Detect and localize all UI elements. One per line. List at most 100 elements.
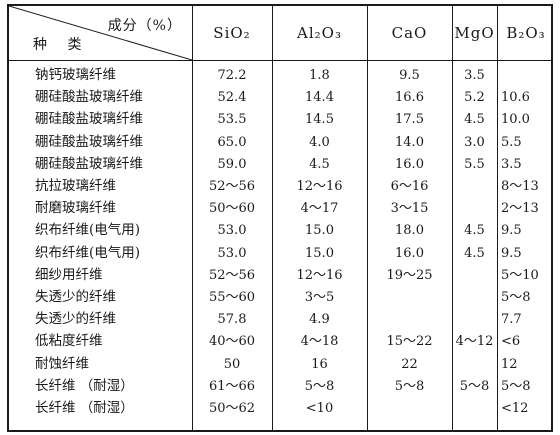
b2o3-value: 8～13 bbox=[501, 179, 539, 194]
fiber-type: 钠钙玻璃纤维 bbox=[35, 67, 116, 83]
cao-value: 9.5 bbox=[399, 68, 420, 83]
fiber-type: 抗拉玻璃纤维 bbox=[35, 178, 116, 194]
sio2-value: 50～62 bbox=[208, 401, 256, 416]
mgo-value bbox=[452, 199, 497, 219]
sio2-value: 55～60 bbox=[208, 290, 256, 305]
table-row: 织布纤维(电气用) 53.0 15.0 16.0 4.5 9.5 bbox=[9, 244, 551, 264]
al2o3-value: <10 bbox=[305, 401, 334, 416]
sio2-value: 50～60 bbox=[208, 201, 256, 217]
sio2-value: 50 bbox=[223, 356, 241, 372]
al2o3-value: 16 bbox=[311, 356, 328, 372]
column-divider bbox=[272, 60, 273, 430]
table-row: 耐蚀纤维 50 16 22 12 bbox=[9, 355, 551, 375]
table-row: 长纤维 （耐湿） 50～62 <10 <12 bbox=[9, 399, 551, 419]
fiber-type: 耐蚀纤维 bbox=[35, 355, 89, 372]
sio2-value: 52～56 bbox=[208, 267, 256, 283]
fiber-type: 织布纤维(电气用) bbox=[35, 222, 141, 239]
column-header-cao: CaO bbox=[391, 24, 428, 42]
mgo-value: 3.5 bbox=[464, 68, 485, 83]
table-row: 抗拉玻璃纤维 52～56 12～16 6～16 8～13 bbox=[9, 177, 551, 197]
diagonal-divider bbox=[9, 6, 192, 60]
b2o3-value: 10.0 bbox=[501, 112, 530, 128]
fiber-type: 织布纤维(电气用) bbox=[35, 244, 141, 261]
column-header-mgo: MgO bbox=[454, 24, 495, 42]
cao-value: 17.5 bbox=[395, 112, 424, 128]
al2o3-value: 1.8 bbox=[309, 68, 330, 83]
mgo-value: 4.5 bbox=[464, 112, 485, 128]
cao-value: 16.0 bbox=[395, 245, 424, 261]
al2o3-value: 5～8 bbox=[304, 378, 335, 394]
column-divider bbox=[272, 6, 273, 60]
column-divider bbox=[497, 60, 498, 430]
al2o3-value: 12～16 bbox=[296, 267, 343, 283]
sio2-value: 40～60 bbox=[208, 334, 256, 350]
sio2-value: 59.0 bbox=[217, 156, 247, 172]
fiber-type: 细纱用纤维 bbox=[35, 266, 103, 283]
b2o3-value: 5～8 bbox=[501, 290, 531, 305]
table-row: 长纤维 （耐湿） 61～66 5～8 5～8 5～8 5～8 bbox=[9, 377, 551, 397]
cao-value: 22 bbox=[401, 356, 418, 372]
b2o3-value: 3.5 bbox=[501, 156, 522, 172]
table-row: 失透少的纤维 57.8 4.9 7.7 bbox=[9, 310, 551, 330]
sio2-value: 65.0 bbox=[217, 134, 247, 150]
table-row: 钠钙玻璃纤维 72.2 1.8 9.5 3.5 bbox=[9, 66, 551, 86]
column-header-al2o3: Al₂O₃ bbox=[297, 24, 342, 42]
column-header-sio2: SiO₂ bbox=[213, 24, 251, 42]
al2o3-value: 4.9 bbox=[309, 312, 330, 328]
cao-value: 16.0 bbox=[395, 156, 424, 172]
b2o3-value bbox=[497, 66, 555, 86]
mgo-value bbox=[452, 399, 497, 419]
sio2-value: 53.5 bbox=[217, 112, 247, 128]
cao-value bbox=[367, 288, 452, 308]
table-row: 硼硅酸盐玻璃纤维 65.0 4.0 14.0 3.0 5.5 bbox=[9, 133, 551, 153]
b2o3-value: 2～13 bbox=[501, 201, 539, 217]
al2o3-value: 15.0 bbox=[305, 223, 334, 239]
fiber-type: 硼硅酸盐玻璃纤维 bbox=[35, 111, 143, 128]
b2o3-value: <12 bbox=[501, 401, 529, 416]
b2o3-value: 7.7 bbox=[501, 312, 522, 328]
fiber-type: 长纤维 （耐湿） bbox=[35, 400, 134, 416]
column-divider bbox=[367, 6, 368, 60]
al2o3-value: 14.4 bbox=[305, 90, 334, 106]
column-header-b2o3: B₂O₃ bbox=[506, 24, 546, 42]
fiber-type: 耐磨玻璃纤维 bbox=[35, 200, 116, 217]
column-divider bbox=[192, 6, 193, 60]
b2o3-value: <6 bbox=[501, 334, 521, 350]
column-divider bbox=[452, 6, 453, 60]
cao-value: 14.0 bbox=[395, 134, 424, 150]
fiber-type: 低粘度纤维 bbox=[35, 333, 103, 350]
b2o3-value: 9.5 bbox=[501, 245, 522, 261]
fiber-type: 长纤维 （耐湿） bbox=[35, 377, 134, 394]
sio2-value: 53.0 bbox=[217, 223, 247, 239]
cao-value: 6～16 bbox=[390, 179, 429, 194]
fiber-type: 硼硅酸盐玻璃纤维 bbox=[35, 155, 143, 172]
al2o3-value: 4.5 bbox=[309, 156, 330, 172]
b2o3-value: 5～10 bbox=[501, 267, 539, 283]
b2o3-value: 5.5 bbox=[501, 134, 522, 150]
al2o3-value: 3～5 bbox=[304, 290, 335, 305]
fiber-type: 硼硅酸盐玻璃纤维 bbox=[35, 89, 143, 106]
b2o3-value: 12 bbox=[501, 356, 518, 372]
table-row: 硼硅酸盐玻璃纤维 59.0 4.5 16.0 5.5 3.5 bbox=[9, 155, 551, 175]
sio2-value: 57.8 bbox=[217, 312, 247, 328]
table-row: 失透少的纤维 55～60 3～5 5～8 bbox=[9, 288, 551, 308]
header-corner-cell: 成分（%） 种 类 bbox=[9, 6, 192, 60]
column-divider bbox=[367, 60, 368, 430]
table-row: 硼硅酸盐玻璃纤维 53.5 14.5 17.5 4.5 10.0 bbox=[9, 110, 551, 130]
al2o3-value: 14.5 bbox=[305, 112, 334, 128]
cao-value: 19～25 bbox=[386, 267, 433, 283]
cao-value: 16.6 bbox=[395, 90, 424, 106]
al2o3-value: 4～17 bbox=[300, 201, 339, 217]
sio2-value: 52.4 bbox=[217, 90, 247, 106]
corner-label-component: 成分（%） bbox=[107, 18, 182, 34]
cao-value bbox=[367, 310, 452, 330]
column-divider bbox=[192, 60, 193, 430]
cao-value: 3～15 bbox=[390, 201, 429, 217]
mgo-value: 4～12 bbox=[455, 334, 494, 350]
fiber-type: 失透少的纤维 bbox=[35, 311, 116, 328]
mgo-value bbox=[452, 310, 497, 330]
fiber-type: 硼硅酸盐玻璃纤维 bbox=[35, 133, 143, 150]
al2o3-value: 15.0 bbox=[305, 245, 334, 261]
cao-value: 5～8 bbox=[394, 378, 425, 394]
table-row: 织布纤维(电气用) 53.0 15.0 18.0 4.5 9.5 bbox=[9, 221, 551, 241]
